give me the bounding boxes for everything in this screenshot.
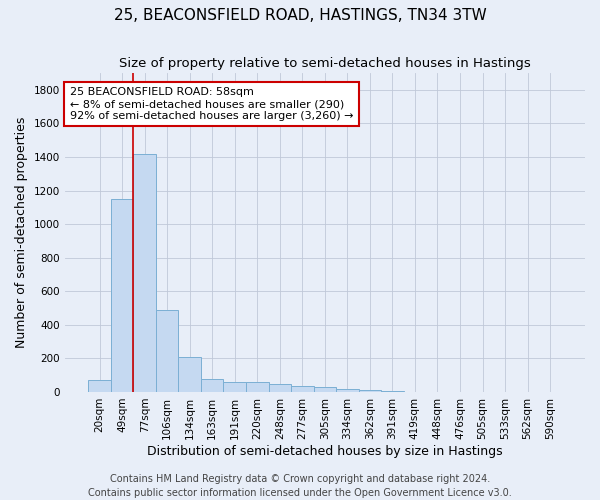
- Bar: [381, 390, 404, 392]
- Bar: [111, 199, 133, 392]
- Bar: [178, 356, 201, 392]
- Bar: [88, 380, 111, 392]
- Bar: [223, 382, 246, 392]
- Bar: [359, 390, 381, 392]
- Bar: [269, 384, 291, 392]
- Title: Size of property relative to semi-detached houses in Hastings: Size of property relative to semi-detach…: [119, 58, 531, 70]
- Bar: [314, 388, 336, 392]
- Bar: [246, 382, 269, 392]
- Bar: [156, 310, 178, 392]
- Text: Contains HM Land Registry data © Crown copyright and database right 2024.
Contai: Contains HM Land Registry data © Crown c…: [88, 474, 512, 498]
- Y-axis label: Number of semi-detached properties: Number of semi-detached properties: [15, 117, 28, 348]
- Bar: [201, 380, 223, 392]
- Bar: [291, 386, 314, 392]
- Bar: [336, 390, 359, 392]
- Text: 25, BEACONSFIELD ROAD, HASTINGS, TN34 3TW: 25, BEACONSFIELD ROAD, HASTINGS, TN34 3T…: [113, 8, 487, 22]
- Text: 25 BEACONSFIELD ROAD: 58sqm
← 8% of semi-detached houses are smaller (290)
92% o: 25 BEACONSFIELD ROAD: 58sqm ← 8% of semi…: [70, 88, 353, 120]
- Bar: [133, 154, 156, 392]
- X-axis label: Distribution of semi-detached houses by size in Hastings: Distribution of semi-detached houses by …: [147, 444, 503, 458]
